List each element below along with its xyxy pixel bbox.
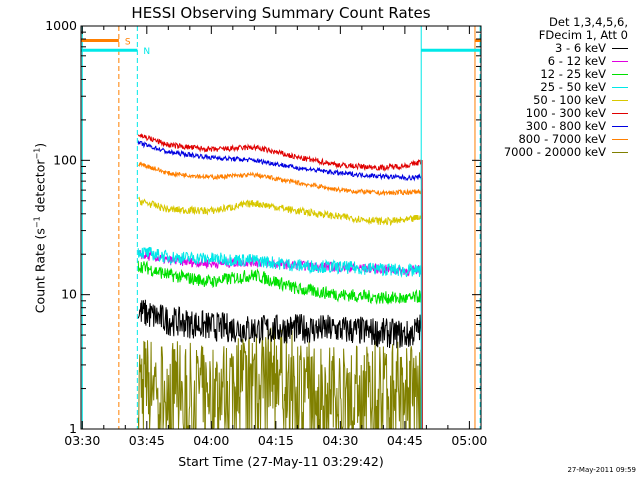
x-axis-label: Start Time (27-May-11 03:29:42) [178, 454, 384, 469]
series-line-800-7000kev [138, 161, 423, 429]
legend-entry: 800 - 7000 keV [478, 133, 628, 146]
x-tick-label-6: 05:00 [451, 433, 487, 448]
status-bar-label-n: N [143, 47, 150, 57]
legend-entry: 25 - 50 keV [478, 81, 628, 94]
chart-title: HESSI Observing Summary Count Rates [131, 4, 431, 22]
legend-entry: 6 - 12 keV [478, 55, 628, 68]
legend-swatch [612, 138, 628, 141]
y-tick-label-0: 1 [69, 421, 77, 436]
legend-entry: 300 - 800 keV [478, 120, 628, 133]
series-line-3-6kev [137, 299, 423, 429]
y-axis-label: Count Rate (s−1 detector−1) [32, 143, 47, 313]
legend-header-line-2: FDecim 1, Att 0 [538, 28, 628, 42]
x-tick-label-2: 04:00 [193, 433, 229, 448]
legend-entry-label: 6 - 12 keV [547, 54, 606, 68]
series-line-25-50kev [137, 246, 423, 429]
legend-entry-label: 12 - 25 keV [540, 67, 606, 81]
legend-swatch [612, 60, 628, 63]
plot-frame [80, 25, 482, 430]
y-axis-label-exponent-1: −1 [32, 216, 42, 229]
legend-entry: 7000 - 20000 keV [478, 146, 628, 159]
legend: Det 1,3,4,5,6, FDecim 1, Att 0 3 - 6 keV… [478, 16, 628, 159]
legend-entry-label: 100 - 300 keV [525, 106, 606, 120]
y-axis-label-main: Count Rate (s [32, 228, 48, 314]
x-tick-label-0: 03:30 [64, 433, 100, 448]
y-axis-label-exponent-2: −1 [32, 147, 42, 160]
series-line-7000-20000kev [137, 327, 423, 429]
series-line-50-100kev [137, 196, 423, 429]
y-axis-label-end: ) [32, 142, 48, 148]
y-tick-label-1: 10 [61, 287, 77, 302]
x-tick-label-5: 04:45 [387, 433, 423, 448]
legend-entry-label: 300 - 800 keV [525, 119, 606, 133]
legend-entry-label: 25 - 50 keV [540, 80, 606, 94]
legend-swatch [612, 86, 628, 89]
x-tick-label-3: 04:15 [258, 433, 294, 448]
series-line-12-25kev [137, 260, 423, 429]
legend-entry-label: 800 - 7000 keV [518, 132, 606, 146]
series-line-300-800kev [137, 140, 423, 429]
y-axis-label-middle: detector [32, 159, 48, 217]
x-tick-label-4: 04:30 [322, 433, 358, 448]
legend-entry: 12 - 25 keV [478, 68, 628, 81]
legend-entry-label: 7000 - 20000 keV [503, 145, 606, 159]
legend-swatch [612, 112, 628, 115]
legend-entries: 3 - 6 keV 6 - 12 keV 12 - 25 keV 25 - 50 ke… [478, 42, 628, 159]
footer-timestamp: 27-May-2011 09:59 [567, 466, 636, 474]
legend-swatch [612, 125, 628, 128]
legend-header-line-1: Det 1,3,4,5,6, [549, 15, 628, 29]
y-tick-label-3: 1000 [45, 18, 77, 33]
legend-swatch [612, 47, 628, 50]
legend-swatch [612, 99, 628, 102]
legend-entry-label: 3 - 6 keV [555, 41, 606, 55]
y-tick-label-2: 100 [53, 152, 77, 167]
series-line-100-300kev [137, 132, 423, 429]
x-tick-label-1: 03:45 [129, 433, 165, 448]
legend-entry: 100 - 300 keV [478, 107, 628, 120]
legend-entry: 50 - 100 keV [478, 94, 628, 107]
legend-entry-label: 50 - 100 keV [533, 93, 606, 107]
legend-swatch [612, 73, 628, 76]
legend-entry: 3 - 6 keV [478, 42, 628, 55]
status-bar-label-s: S [125, 37, 131, 47]
legend-swatch [612, 151, 628, 154]
